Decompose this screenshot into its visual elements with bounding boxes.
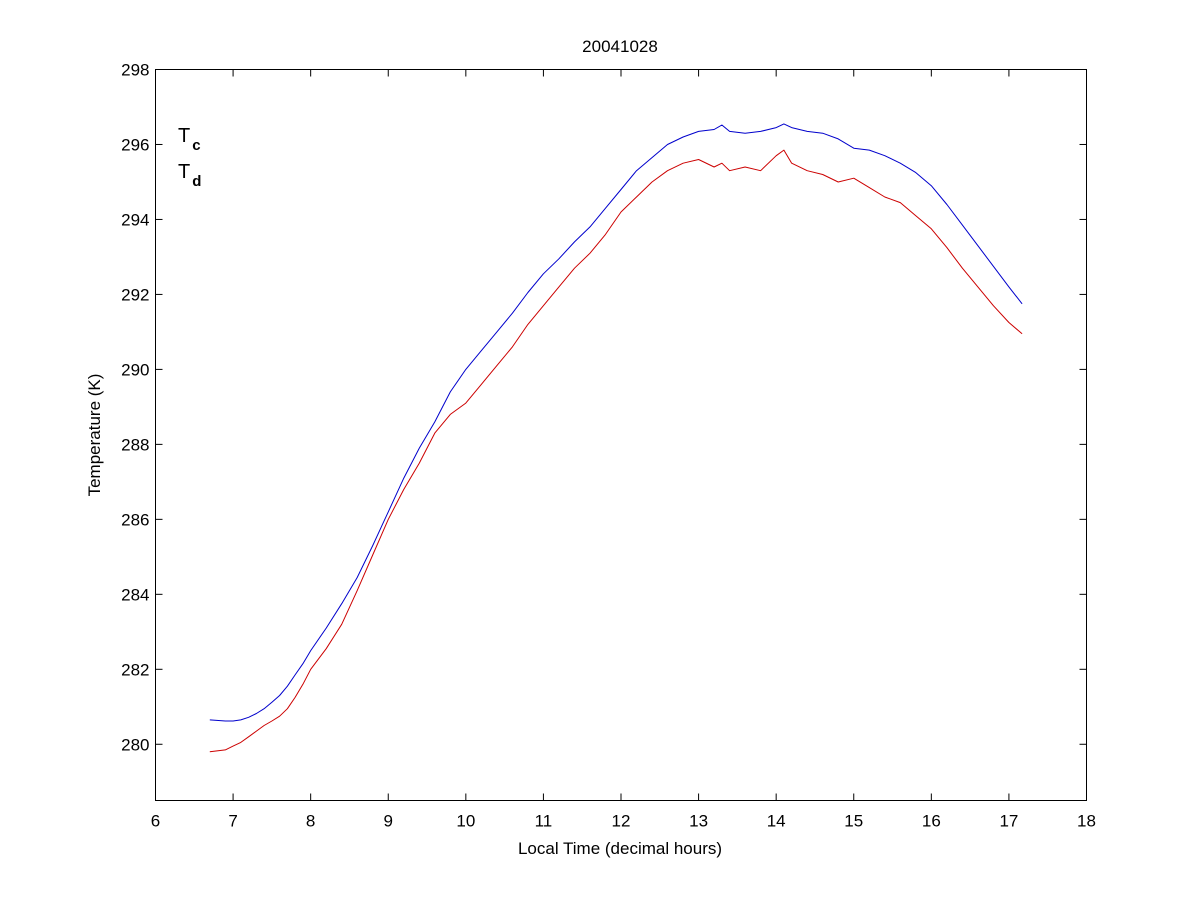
series-line-2 (209, 149, 1023, 753)
x-tick-label: 16 (922, 812, 941, 831)
y-axis-ticks: 280 282 284 286 288 290 292 294 296 298 (121, 61, 1087, 754)
y-tick-label: 298 (121, 61, 149, 80)
y-tick-label: 288 (121, 435, 149, 454)
x-tick-label: 12 (612, 812, 631, 831)
x-tick-label: 14 (767, 812, 786, 831)
x-tick-label: 9 (384, 812, 393, 831)
x-tick-label: 17 (999, 812, 1018, 831)
series-line-1 (209, 123, 1023, 722)
x-tick-label: 18 (1077, 812, 1096, 831)
x-tick-label: 10 (456, 812, 475, 831)
legend-subscript: c (192, 137, 200, 154)
legend-subscript: d (192, 173, 201, 190)
y-tick-label: 284 (121, 585, 149, 604)
x-tick-label: 11 (535, 812, 553, 831)
y-tick-label: 286 (121, 510, 149, 529)
x-tick-label: 8 (306, 812, 315, 831)
series-layer (209, 123, 1023, 753)
y-tick-label: 280 (121, 735, 149, 754)
y-tick-label: 282 (121, 660, 149, 679)
y-tick-label: 294 (121, 210, 149, 229)
x-tick-label: 13 (689, 812, 708, 831)
x-axis-ticks: 6 7 8 9 10 11 12 13 14 15 16 17 18 (151, 69, 1096, 831)
x-tick-label: 15 (844, 812, 863, 831)
x-tick-label: 6 (151, 812, 160, 831)
y-tick-label: 290 (121, 360, 149, 379)
x-axis-label: Local Time (decimal hours) (518, 839, 722, 858)
chart-title: 20041028 (582, 37, 658, 56)
y-tick-label: 292 (121, 285, 149, 304)
x-tick-label: 7 (228, 812, 237, 831)
y-axis-label: Temperature (K) (85, 374, 104, 497)
y-tick-label: 296 (121, 135, 149, 154)
